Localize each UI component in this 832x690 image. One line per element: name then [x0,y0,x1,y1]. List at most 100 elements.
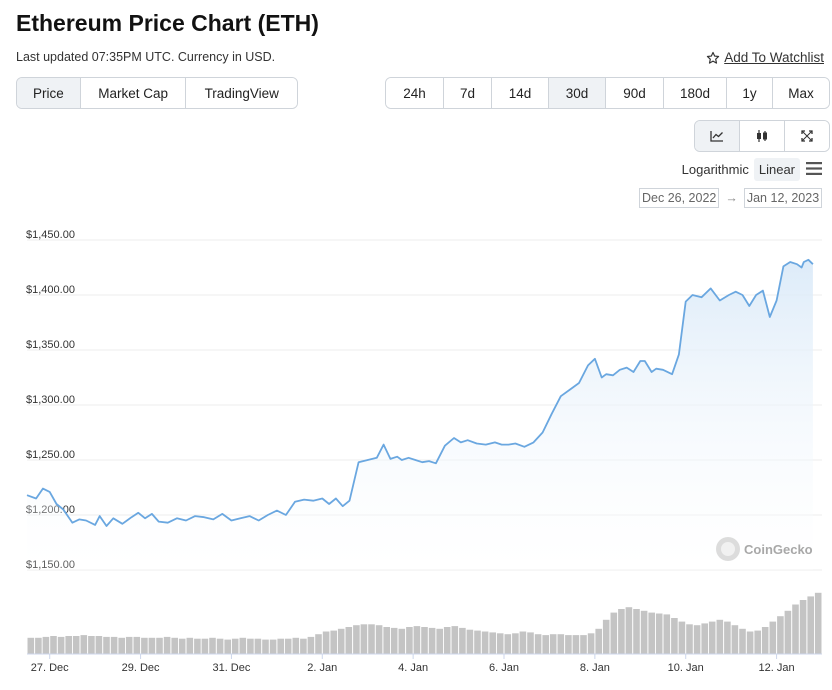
volume-bar [671,618,678,654]
volume-bar [110,636,118,654]
volume-bar [814,592,822,654]
volume-bar [413,626,421,654]
volume-bar [406,627,413,654]
volume-bar [761,627,769,654]
volume-bar [625,607,633,654]
last-updated-text: Last updated 07:35PM UTC. Currency in US… [16,50,276,64]
page-title: Ethereum Price Chart (ETH) [16,10,319,36]
add-to-watchlist-link[interactable]: Add To Watchlist [706,50,824,65]
range-7d[interactable]: 7d [444,78,492,108]
volume-bar [610,612,618,654]
volume-bar [496,633,504,654]
volume-bar [292,637,300,654]
volume-bar [201,638,209,654]
volume-bar [769,621,777,654]
volume-bar [701,623,708,654]
chart-type-toggle [694,120,830,152]
tab-price[interactable]: Price [17,78,81,108]
volume-bar [580,635,587,654]
volume-bar [519,631,527,654]
range-max[interactable]: Max [773,78,829,108]
volume-bar [42,636,50,654]
volume-bar [633,609,640,654]
range-1y[interactable]: 1y [727,78,773,108]
star-icon [707,51,720,64]
volume-bar [284,638,292,654]
volume-bar [549,634,557,654]
x-tick-label: 6. Jan [489,662,519,674]
volume-bar [322,631,330,654]
volume-bar [504,634,512,654]
volume-bar [254,638,262,654]
volume-bar [118,637,125,654]
tab-tradingview[interactable]: TradingView [186,78,297,108]
volume-bar [542,635,549,654]
candlestick-button[interactable] [740,121,785,151]
coingecko-watermark: CoinGecko [716,537,813,561]
volume-bar [35,637,42,654]
volume-bar [216,638,224,654]
volume-bar [239,637,247,654]
volume-bar [595,628,602,654]
tab-market-cap[interactable]: Market Cap [80,78,187,108]
volume-bar [337,628,345,654]
range-180d[interactable]: 180d [664,78,727,108]
volume-bar [398,628,406,654]
volume-bar [587,633,595,654]
coingecko-logo-icon [716,537,740,561]
price-area-fill [27,259,813,570]
y-tick-label: $1,300.00 [26,394,75,406]
volume-bar [693,625,701,654]
volume-bar [300,638,307,654]
volume-bar [459,627,466,654]
volume-bar [777,616,784,654]
scale-linear[interactable]: Linear [753,158,800,181]
price-series-line [26,258,814,527]
volume-bar [784,610,792,654]
volume-bar [65,636,72,654]
date-range-arrow: → [725,191,738,205]
volume-bar [315,634,322,654]
x-tick-label: 29. Dec [122,662,160,674]
volume-bar [792,604,799,654]
volume-bar [663,614,671,654]
chart-menu-button[interactable] [806,161,822,178]
scale-logarithmic[interactable]: Logarithmic [681,162,749,177]
volume-bar [368,624,375,654]
volume-bar [262,639,269,654]
volume-bar [565,635,572,654]
date-to-input[interactable]: Jan 12, 2023 [743,188,823,208]
y-tick-label: $1,450.00 [26,229,75,241]
watchlist-label: Add To Watchlist [724,50,824,65]
line-chart-button[interactable] [695,121,740,151]
date-from-input[interactable]: Dec 26, 2022 [639,188,720,208]
range-90d[interactable]: 90d [606,78,664,108]
fullscreen-button[interactable] [785,121,829,151]
volume-bar [451,626,459,654]
volume-bar [125,636,133,654]
volume-bar [209,637,216,654]
volume-bar [277,638,284,654]
volume-bar [95,636,103,654]
volume-bar [739,628,746,654]
volume-bar [27,637,35,654]
x-tick-label: 27. Dec [31,662,69,674]
volume-bar [708,621,716,654]
volume-bar [330,630,337,654]
volume-bar [724,621,731,654]
view-tabs: Price Market Cap TradingView [16,77,298,109]
x-tick-label: 2. Jan [307,662,337,674]
volume-bar [716,619,724,654]
volume-bar [247,638,254,654]
volume-bar [375,625,383,654]
volume-bar [428,627,436,654]
volume-bar [345,627,353,654]
range-24h[interactable]: 24h [386,78,444,108]
volume-bar [489,632,496,654]
volume-bar [133,636,141,654]
range-14d[interactable]: 14d [492,78,549,108]
range-30d[interactable]: 30d [549,78,606,108]
volume-bar [194,638,201,654]
x-tick-label: 12. Jan [759,662,795,674]
